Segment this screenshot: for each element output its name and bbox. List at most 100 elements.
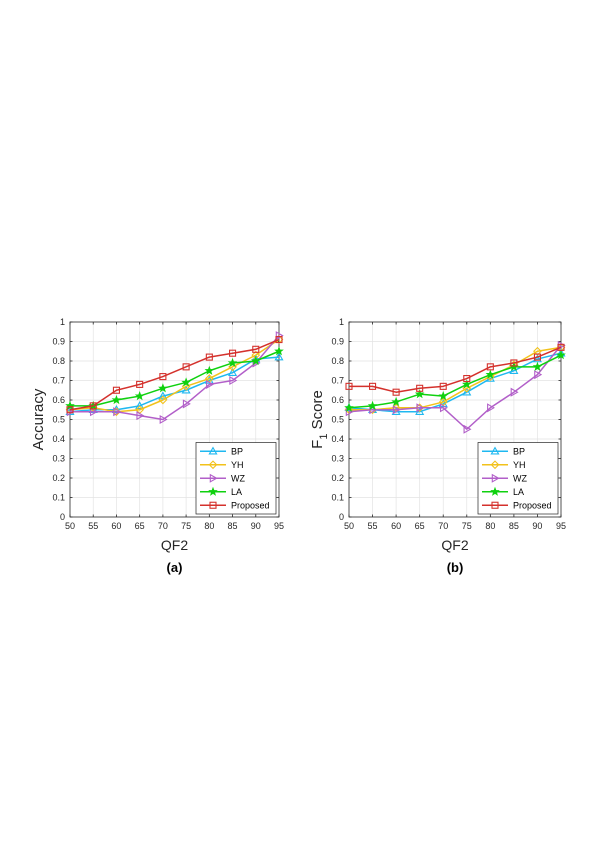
data-point-proposed bbox=[439, 382, 447, 390]
data-point-bp bbox=[135, 401, 145, 410]
x-tick-label: 75 bbox=[462, 521, 472, 531]
legend-label-wz: WZ bbox=[513, 473, 527, 483]
data-point-la bbox=[158, 383, 168, 393]
y-tick-label: 0.4 bbox=[331, 434, 344, 444]
legend-label-proposed: Proposed bbox=[513, 500, 552, 510]
legend-marker-bp bbox=[490, 446, 500, 455]
data-point-proposed bbox=[392, 388, 400, 396]
data-point-la bbox=[250, 355, 261, 366]
legend-marker-proposed bbox=[491, 501, 499, 509]
legend-marker-proposed bbox=[209, 501, 217, 509]
data-point-proposed bbox=[510, 359, 518, 367]
data-point-wz bbox=[182, 399, 191, 409]
data-point-proposed bbox=[275, 335, 283, 344]
series-line-yh bbox=[349, 346, 562, 411]
y-tick-label: 0.6 bbox=[331, 395, 344, 405]
series-line-wz bbox=[70, 335, 280, 421]
data-point-proposed bbox=[159, 373, 167, 381]
series-line-bp bbox=[348, 352, 562, 413]
data-point-proposed bbox=[416, 384, 424, 392]
legend-label-yh: YH bbox=[513, 460, 526, 470]
x-tick-label: 70 bbox=[438, 521, 448, 531]
panel-label: (b) bbox=[447, 560, 464, 575]
data-point-proposed bbox=[486, 363, 494, 371]
y-tick-label: 0.9 bbox=[52, 337, 65, 347]
y-tick-label: 0.8 bbox=[331, 356, 344, 366]
data-point-proposed bbox=[136, 380, 144, 388]
data-point-proposed bbox=[112, 386, 120, 394]
legend-label-yh: YH bbox=[231, 460, 244, 470]
data-point-wz bbox=[510, 387, 519, 397]
data-point-yh bbox=[158, 395, 168, 405]
x-axis-label: QF2 bbox=[161, 537, 188, 553]
series-line-la bbox=[70, 350, 280, 407]
legend-marker-bp bbox=[208, 446, 218, 455]
data-point-la bbox=[181, 377, 191, 387]
x-tick-label: 50 bbox=[344, 521, 354, 531]
legend-label-proposed: Proposed bbox=[231, 500, 270, 510]
data-point-bp bbox=[181, 385, 191, 394]
series-line-yh bbox=[69, 338, 280, 413]
y-tick-label: 0.6 bbox=[52, 395, 65, 405]
y-tick-label: 0.7 bbox=[52, 376, 65, 386]
data-point-bp bbox=[509, 366, 519, 375]
data-point-bp bbox=[532, 354, 542, 363]
y-tick-label: 0.5 bbox=[52, 415, 65, 425]
x-tick-label: 85 bbox=[509, 521, 519, 531]
data-point-la bbox=[556, 350, 566, 360]
series-line-proposed bbox=[69, 338, 280, 411]
x-tick-label: 90 bbox=[251, 521, 261, 531]
y-tick-label: 0.3 bbox=[52, 454, 65, 464]
data-point-wz bbox=[89, 407, 98, 417]
y-tick-label: 1 bbox=[339, 317, 344, 327]
data-point-proposed bbox=[229, 349, 237, 357]
data-point-bp bbox=[462, 387, 472, 396]
data-point-la bbox=[461, 379, 472, 389]
data-point-proposed bbox=[345, 382, 353, 390]
x-tick-label: 60 bbox=[111, 521, 121, 531]
data-point-proposed bbox=[89, 402, 97, 410]
data-point-proposed bbox=[182, 363, 190, 371]
x-tick-label: 95 bbox=[274, 521, 284, 531]
x-tick-label: 70 bbox=[158, 521, 168, 531]
data-point-wz bbox=[392, 405, 401, 415]
data-point-la bbox=[134, 391, 145, 401]
data-point-la bbox=[485, 369, 496, 379]
data-point-wz bbox=[463, 424, 472, 434]
data-point-la bbox=[65, 400, 75, 410]
y-tick-label: 1 bbox=[60, 317, 65, 327]
y-axis-label: F1 Score bbox=[309, 390, 330, 449]
data-point-la bbox=[204, 365, 215, 375]
data-point-wz bbox=[206, 379, 215, 389]
x-tick-label: 75 bbox=[181, 521, 191, 531]
panel-label: (a) bbox=[167, 560, 183, 575]
data-point-la bbox=[274, 346, 284, 356]
x-tick-label: 80 bbox=[204, 521, 214, 531]
x-axis-label: QF2 bbox=[441, 537, 468, 553]
data-point-proposed bbox=[533, 353, 541, 361]
y-axis-label: Accuracy bbox=[30, 388, 47, 450]
data-point-wz bbox=[136, 411, 145, 421]
legend-marker-la bbox=[490, 486, 500, 496]
legend-label-wz: WZ bbox=[231, 473, 245, 483]
data-point-proposed bbox=[252, 345, 260, 353]
chart-f1-score: 50 55 60 65 70 75 80 85 90 95 0 0.1 0.2 0.3 0.4 0.5 0.6 0… bbox=[309, 317, 566, 575]
x-tick-label: 85 bbox=[228, 521, 238, 531]
y-tick-label: 0.3 bbox=[331, 454, 344, 464]
y-tick-label: 0.1 bbox=[52, 493, 65, 503]
data-point-wz bbox=[113, 407, 122, 417]
data-point-wz bbox=[534, 370, 543, 380]
data-point-wz bbox=[229, 375, 238, 386]
data-point-la bbox=[391, 396, 401, 407]
data-point-yh bbox=[533, 346, 542, 356]
legend-label-la: LA bbox=[513, 487, 524, 497]
legend-label-bp: BP bbox=[231, 446, 243, 456]
data-point-wz bbox=[159, 414, 168, 425]
x-tick-label: 65 bbox=[415, 521, 425, 531]
data-point-bp bbox=[228, 367, 238, 376]
y-tick-label: 0 bbox=[339, 512, 344, 522]
y-tick-label: 0.8 bbox=[52, 356, 65, 366]
chart-accuracy: 50 55 60 65 70 75 80 85 90 95 0 0.1 0.2 0.3 0.4 0.5 0.6 0… bbox=[30, 317, 284, 575]
series-line-proposed bbox=[349, 346, 562, 393]
